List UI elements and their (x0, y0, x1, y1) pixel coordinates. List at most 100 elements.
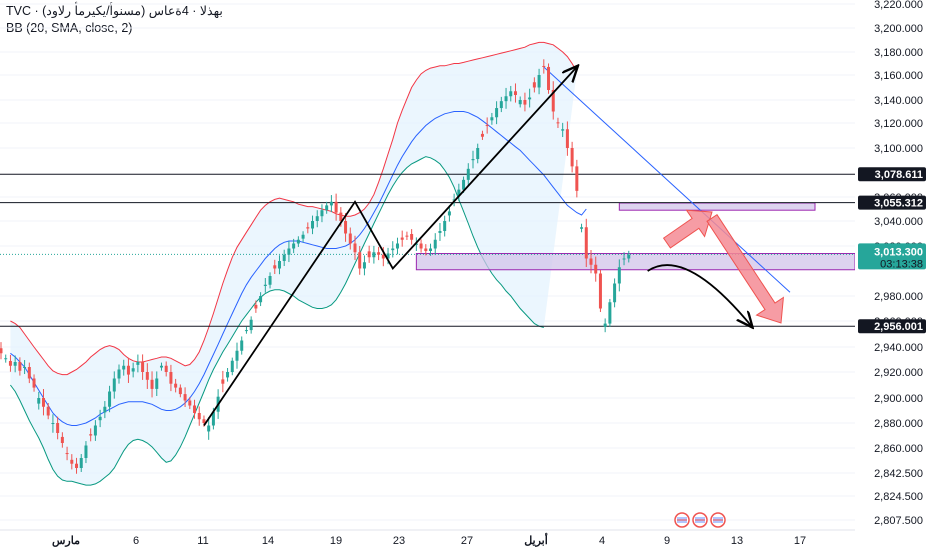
price-axis: 3,220.000 3,200.000 3,180.000 3,160.000 3,14… (855, 0, 932, 550)
candle-body (27, 367, 31, 379)
price-tick-label: 3,200.000 (874, 23, 923, 35)
candle-body (353, 243, 357, 253)
candle-body (523, 100, 527, 105)
time-tick-label: 27 (461, 535, 473, 547)
candle-body (150, 379, 154, 389)
candle-body (476, 148, 480, 160)
candle-body (424, 248, 428, 251)
candle-body (193, 405, 197, 413)
candle-body (254, 304, 258, 309)
candle-body (495, 108, 499, 118)
price-tick-label: 3,120.000 (874, 118, 923, 130)
level-price-label: 3,055.312 (874, 198, 923, 210)
candle-body (0, 348, 3, 354)
candle-body (169, 372, 173, 384)
candle-body (292, 243, 296, 249)
candle-body (513, 91, 517, 95)
candle-body (235, 350, 239, 361)
candle-body (584, 227, 588, 259)
price-tick-label: 3,100.000 (874, 143, 923, 155)
candle-body (136, 362, 140, 365)
candle-body (339, 212, 343, 221)
candle-body (372, 252, 376, 258)
candle-body (84, 445, 88, 458)
candle-body (466, 168, 470, 180)
level-price-label: 3,078.611 (875, 169, 923, 181)
candle-body (627, 254, 631, 259)
candle-body (556, 122, 560, 124)
candle-body (41, 398, 45, 407)
price-tick-label: 2,980.000 (874, 291, 923, 303)
candle-body (391, 248, 395, 251)
candle-body (18, 362, 22, 371)
candle-body (122, 365, 126, 370)
level-price-tag (858, 167, 926, 182)
candle-body (485, 125, 489, 127)
candle-body (400, 237, 404, 240)
candle-body (249, 319, 253, 331)
candle-body (598, 273, 602, 309)
candle-body (155, 378, 159, 389)
candle-body (98, 416, 102, 421)
candle-body (443, 221, 447, 231)
us-event-icon[interactable] (710, 512, 726, 528)
price-tick-label: 2,900.000 (874, 393, 923, 405)
candle-body (551, 90, 555, 112)
price-tick-label: 3,180.000 (874, 47, 923, 59)
candle-body (608, 302, 612, 324)
bollinger-upper-line (10, 41, 578, 376)
candle-body (259, 296, 263, 303)
candle-body (51, 423, 55, 425)
time-tick-label: 23 (393, 535, 405, 547)
candle-body (504, 96, 508, 102)
us-event-icon[interactable] (674, 512, 690, 528)
price-tick-label: 2,860.000 (874, 443, 923, 455)
candle-body (490, 117, 494, 121)
candle-body (348, 233, 352, 244)
level-price-tag (858, 195, 926, 210)
candle-body (622, 258, 626, 260)
projection-curve-path (647, 264, 752, 326)
candle-body (603, 323, 607, 327)
candle-body (244, 330, 248, 332)
price-tick-label: 2,940.000 (874, 342, 923, 354)
candle-body (268, 276, 272, 285)
time-tick-label: 13 (731, 535, 743, 547)
candle-body (580, 227, 584, 229)
candle-body (183, 394, 187, 401)
candle-body (202, 419, 206, 423)
candle-body (395, 243, 399, 249)
candle-body (565, 129, 569, 148)
candle-body (480, 133, 484, 137)
candle-body (537, 75, 541, 88)
price-tick-label: 2,824.500 (874, 491, 923, 503)
candle-body (13, 362, 17, 366)
candle-body (315, 216, 319, 221)
candle-body (306, 227, 310, 229)
price-tick-label: 2,807.500 (874, 515, 923, 527)
candle-body (447, 211, 451, 216)
candle-body (164, 365, 168, 372)
candle-body (207, 425, 211, 432)
candle-body (518, 100, 522, 105)
candles-layer (0, 59, 631, 474)
candle-body (311, 221, 315, 229)
candle-body (65, 453, 69, 455)
candle-body (56, 423, 60, 433)
candle-body (37, 398, 41, 404)
supply-demand-zone (415, 253, 856, 271)
us-event-icon[interactable] (692, 512, 708, 528)
candle-body (60, 436, 64, 443)
price-tick-label: 3,040.000 (874, 216, 923, 228)
candle-body (386, 253, 390, 259)
candle-body (211, 411, 215, 426)
candle-body (542, 65, 546, 67)
time-tick-label: 17 (794, 535, 806, 547)
candle-body (613, 283, 617, 303)
candle-body (89, 434, 93, 436)
candle-body (589, 258, 593, 265)
price-tick-label: 3,220.000 (874, 0, 923, 11)
time-tick-label: 11 (197, 535, 208, 547)
candle-body (108, 391, 112, 407)
